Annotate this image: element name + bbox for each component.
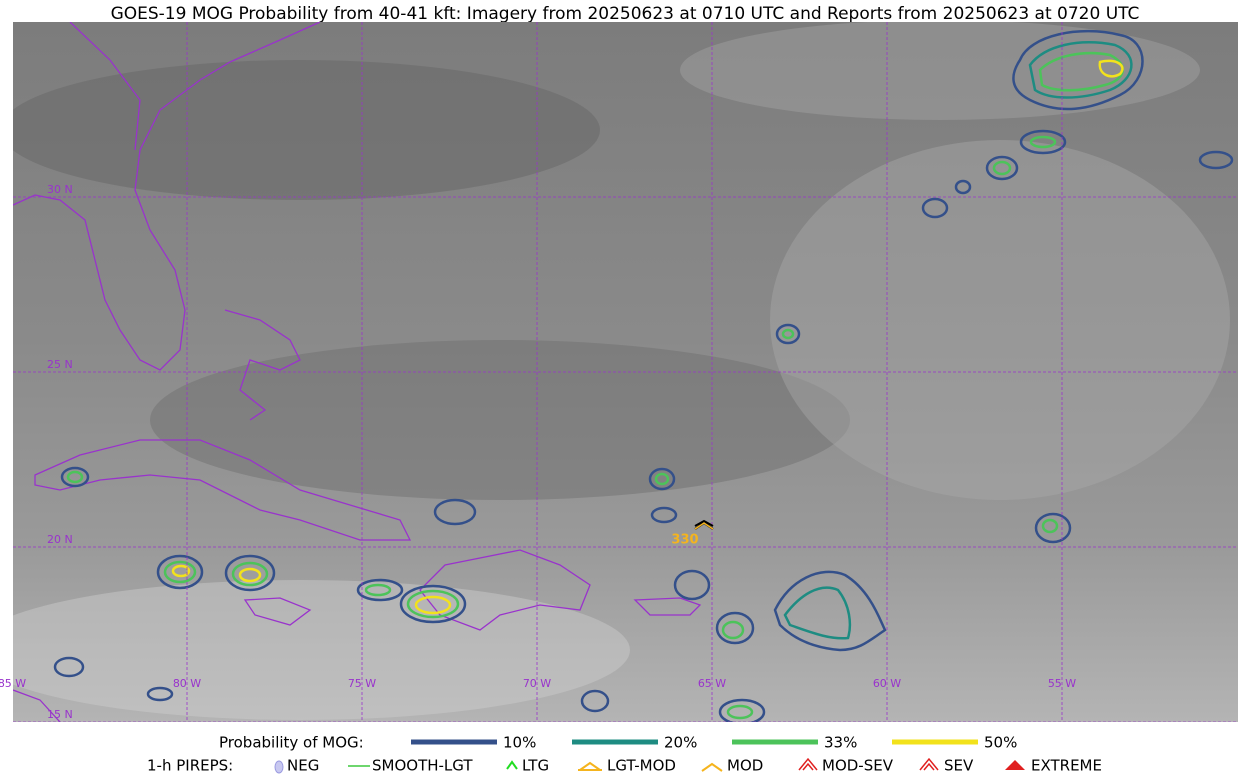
graticule (13, 22, 1238, 722)
cloud-field (13, 580, 630, 720)
legend-title: Probability of MOG: (219, 734, 364, 752)
map: 330 (13, 22, 1238, 722)
pirep-icon (578, 761, 602, 771)
legend-label: 50% (984, 734, 1017, 752)
moist-region (770, 140, 1230, 500)
lon-label: 75 W (348, 677, 376, 690)
pirep-icon (919, 757, 939, 771)
mog-contours (53, 29, 1234, 722)
pirep-label: LGT-MOD (607, 757, 676, 775)
pirep-label: SMOOTH-LGT (372, 757, 473, 775)
pirep-label: NEG (287, 757, 319, 775)
pirep-icon (701, 762, 723, 772)
pirep-label: SEV (944, 757, 974, 775)
coastline (34, 439, 412, 541)
legend-title: 1-h PIREPS: (147, 757, 233, 775)
coastline (633, 597, 702, 616)
legend-label: 20% (664, 734, 697, 752)
cloud-field (680, 22, 1200, 120)
coastline (69, 22, 141, 151)
lon-label: 65 W (698, 677, 726, 690)
dry-band (13, 60, 600, 200)
probability-levels: 10% 20% 33% 50% (411, 734, 1017, 752)
lat-label: 25 N (47, 358, 73, 371)
coastline (224, 309, 301, 421)
graticule-labels: 30 N 25 N 20 N 15 N 85 W 80 W 75 W 70 W 65 W 60 W… (0, 183, 1076, 721)
pirep-icon (798, 757, 818, 771)
pirep-icon (1005, 760, 1025, 770)
pirep-label: LTG (522, 757, 549, 775)
pirep-icon (274, 760, 284, 774)
legend-label: 10% (503, 734, 536, 752)
lon-label: 85 W (0, 677, 26, 690)
pirep-altitude: 330 (671, 533, 698, 548)
lat-label: 20 N (47, 533, 73, 546)
lon-label: 55 W (1048, 677, 1076, 690)
lon-label: 70 W (523, 677, 551, 690)
dry-band (150, 340, 850, 500)
lat-label: 30 N (47, 183, 73, 196)
coastline (243, 597, 312, 626)
lon-label: 60 W (873, 677, 901, 690)
coastline (13, 22, 321, 371)
lon-label: 80 W (173, 677, 201, 690)
legend-label: 33% (824, 734, 857, 752)
legend: Probability of MOG: 10% 20% 33% 50% 1-h PIR… (147, 734, 1102, 775)
pirep-icon (506, 760, 518, 770)
pirep-label: MOD-SEV (822, 757, 894, 775)
pirep-label: EXTREME (1031, 757, 1102, 775)
coastline (13, 689, 61, 722)
title: GOES-19 MOG Probability from 40-41 kft: … (111, 4, 1140, 24)
lat-label: 15 N (47, 708, 73, 721)
pirep-icon (694, 522, 714, 530)
pirep-label: MOD (727, 757, 763, 775)
